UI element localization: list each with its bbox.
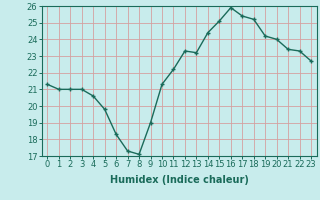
X-axis label: Humidex (Indice chaleur): Humidex (Indice chaleur) (110, 175, 249, 185)
